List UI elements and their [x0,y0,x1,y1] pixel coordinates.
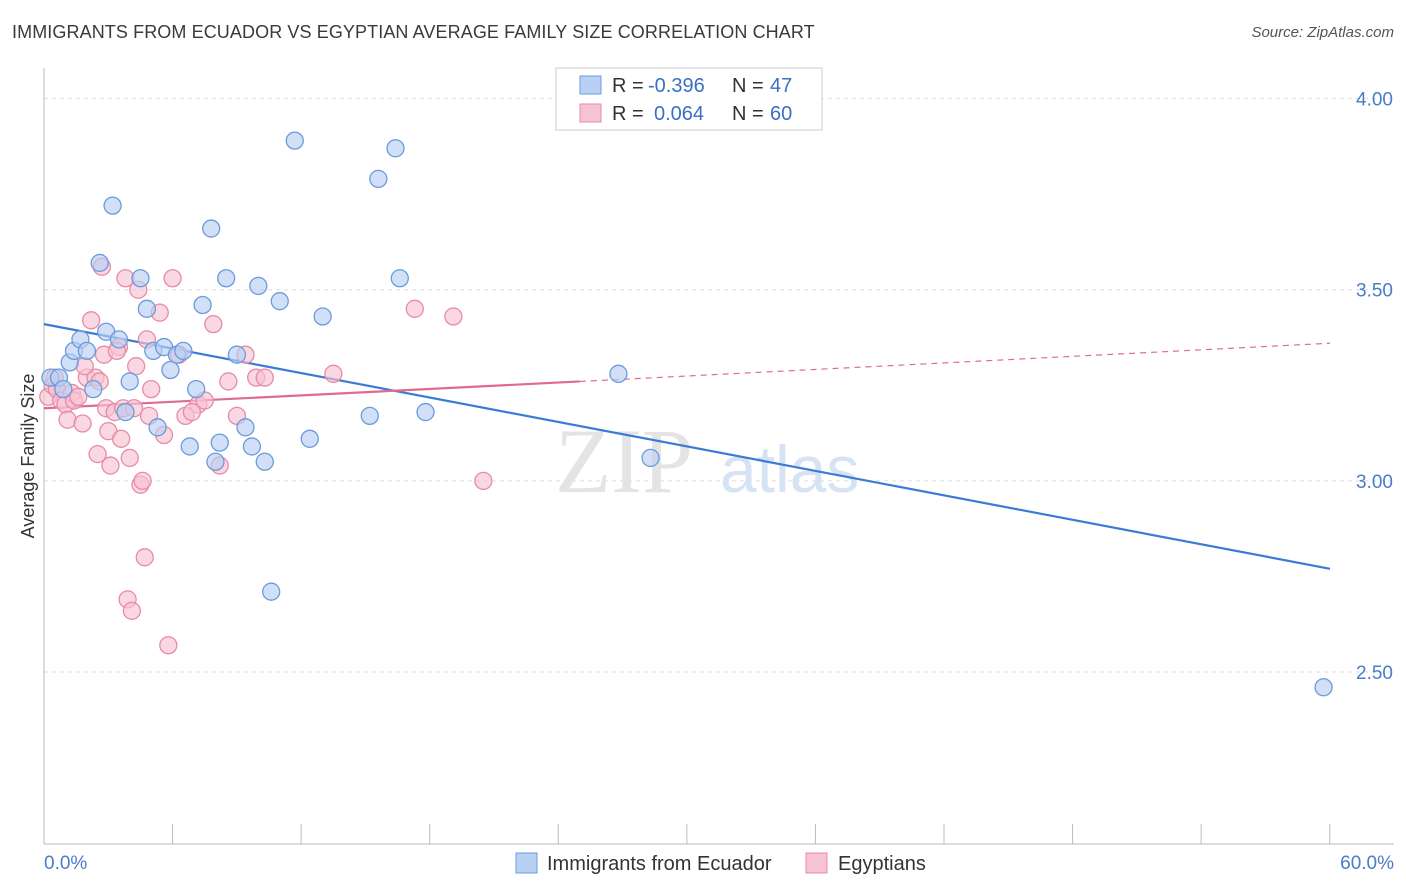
point-ecuador [641,448,660,468]
point-egyptians [112,429,131,448]
point-ecuador [285,131,304,150]
x-tick-label-min: 0.0% [44,853,87,874]
legend-swatch-ecuador [515,852,538,874]
point-egyptians [219,372,238,391]
stats-n-label-egyptians: N = [732,103,764,125]
x-tick-label-max: 60.0% [1340,853,1394,874]
y-tick-label: 4.00 [1356,90,1393,111]
point-ecuador [390,269,409,288]
point-ecuador [1314,678,1333,697]
point-egyptians [142,379,161,399]
stats-r-value-egyptians: 0.064 [654,103,704,125]
point-ecuador [206,452,225,471]
x-axis-ticks [43,824,1331,844]
point-ecuador [217,269,236,288]
point-ecuador [161,360,180,380]
point-ecuador [255,452,274,471]
point-egyptians [182,402,202,422]
stats-legend-swatch-egyptians [579,103,602,123]
point-egyptians [444,307,463,326]
stats-r-value-ecuador: -0.396 [648,75,705,97]
point-egyptians [88,444,107,464]
point-ecuador [270,292,289,311]
point-ecuador [148,418,167,437]
legend-label-ecuador: Immigrants from Ecuador [547,853,772,875]
point-ecuador [77,341,97,361]
point-egyptians [101,456,120,475]
point-ecuador [137,299,157,318]
point-ecuador [210,433,229,452]
watermark-zip: ZIP [555,410,693,512]
point-egyptians [204,314,223,334]
point-egyptians [135,548,154,567]
point-egyptians [122,601,142,620]
trend-line-ecuador [43,323,1331,570]
legend-label-egyptians: Egyptians [838,853,926,875]
point-ecuador [180,437,199,456]
point-ecuador [116,402,135,422]
point-egyptians [58,410,77,429]
point-ecuador [360,406,379,426]
y-tick-label: 3.00 [1356,472,1393,493]
point-ecuador [300,429,319,448]
point-egyptians [75,357,94,376]
point-ecuador [187,379,206,399]
point-egyptians [69,387,88,406]
watermark-atlas: atlas [720,432,859,506]
stats-r-label-egyptians: R = [612,103,644,125]
source-credit: Source: ZipAtlas.com [1251,24,1394,41]
point-ecuador [202,219,221,238]
point-ecuador [416,402,435,422]
point-egyptians [133,471,152,490]
point-ecuador [174,341,193,361]
point-egyptians [127,357,146,376]
point-ecuador [313,307,332,326]
point-ecuador [131,269,150,288]
bottom-legend: Immigrants from Ecuador Egyptians [515,852,926,875]
point-ecuador [262,582,281,601]
y-tick-labels: 2.50 3.00 3.50 4.00 [1356,90,1393,684]
stats-legend-swatch-ecuador [579,75,602,95]
point-ecuador [609,364,628,383]
point-ecuador [84,379,103,399]
point-ecuador [242,437,262,456]
point-egyptians [159,636,178,655]
stats-legend: R = -0.396 N = 47 R = 0.064 N = 60 [555,67,823,131]
chart-title: IMMIGRANTS FROM ECUADOR VS EGYPTIAN AVER… [12,22,815,42]
point-egyptians [255,368,274,387]
y-axis-label: Average Family Size [18,374,38,539]
stats-n-value-egyptians: 60 [770,103,792,125]
point-egyptians [82,311,101,330]
point-egyptians [324,364,343,383]
data-points [39,131,1333,697]
point-ecuador [120,372,139,391]
point-egyptians [120,448,139,468]
point-ecuador [369,169,388,189]
point-egyptians [163,269,182,288]
point-egyptians [405,299,424,318]
y-tick-label: 2.50 [1356,663,1393,684]
y-tick-label: 3.50 [1356,281,1393,302]
point-ecuador [90,253,109,273]
point-ecuador [193,295,212,315]
trend-line-egyptians-extrapolated [579,342,1331,383]
stats-n-label-ecuador: N = [732,75,764,97]
point-ecuador [54,379,73,399]
point-ecuador [236,418,255,437]
point-ecuador [109,330,129,349]
point-ecuador [249,276,268,296]
point-ecuador [103,196,122,215]
stats-n-value-ecuador: 47 [770,75,792,97]
point-egyptians [474,471,493,490]
point-ecuador [227,345,247,364]
legend-swatch-egyptians [805,852,828,874]
stats-r-label-ecuador: R = [612,75,644,97]
grid-lines [44,98,1394,673]
point-egyptians [73,414,92,433]
point-ecuador [386,139,405,158]
